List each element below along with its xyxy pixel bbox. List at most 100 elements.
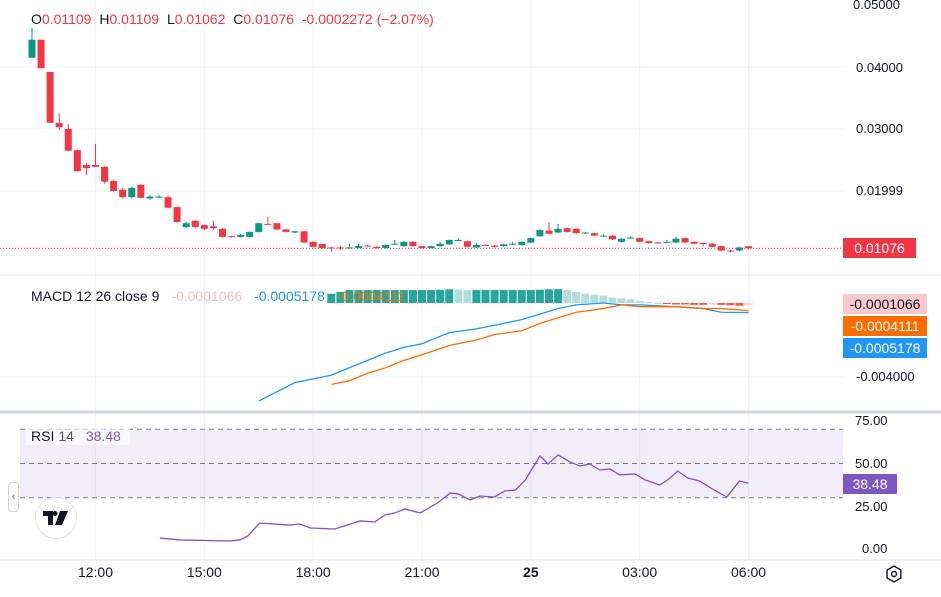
collapse-panel-button[interactable]: ‹ (8, 482, 19, 512)
tradingview-logo-icon (43, 511, 68, 525)
time-axis-label: 06:00 (730, 564, 767, 580)
candle-up (246, 231, 254, 237)
candle-up (427, 246, 435, 249)
candle-up (527, 238, 535, 243)
candle-down (482, 244, 489, 246)
candle-down (563, 228, 571, 232)
macd-histogram-bar (572, 291, 581, 303)
price-tick: 0.04000 (856, 60, 903, 75)
macd-line-axis-label: -0.0005178 (843, 338, 927, 358)
candle-down (708, 243, 716, 247)
macd-histogram-bar (535, 289, 544, 303)
candle-down (690, 241, 698, 244)
rsi-band (20, 429, 843, 498)
macd-histogram-bar (463, 290, 472, 303)
candle-down (73, 150, 81, 172)
macd-histogram-bar (372, 290, 381, 303)
rsi-tick: 75.00 (855, 413, 888, 428)
macd-histogram-bar (481, 290, 490, 303)
candle-up (237, 235, 245, 237)
candle-down (209, 226, 217, 229)
candle-up (291, 231, 299, 233)
macd-histogram-bar (671, 303, 680, 305)
macd-histogram-bar (635, 300, 644, 303)
macd-histogram-bar (554, 289, 563, 303)
settings-gear-icon[interactable] (884, 564, 904, 584)
rsi-value: 38.48 (85, 428, 121, 444)
macd-histogram-bar (626, 299, 635, 303)
candle-down (409, 241, 417, 247)
macd-hist-value: -0.0001066 (171, 288, 243, 304)
candle-up (663, 241, 671, 243)
macd-histogram-bar (644, 302, 653, 304)
candle-down (300, 231, 308, 243)
tradingview-logo[interactable] (35, 497, 77, 539)
candle-down (91, 164, 99, 167)
candle-down (264, 223, 272, 225)
macd-histogram-bar (744, 303, 753, 305)
candle-down (119, 189, 127, 198)
rsi-current-label: 38.48 (843, 474, 897, 494)
time-axis-label: 12:00 (77, 564, 114, 580)
candle-up (436, 243, 444, 247)
candle-down (46, 71, 54, 123)
candle-down (364, 245, 372, 247)
candle-down (200, 225, 208, 229)
macd-histogram-bar (490, 290, 499, 303)
candle-down (608, 235, 616, 240)
candle-up (355, 246, 363, 249)
rsi-tick: 50.00 (855, 456, 888, 471)
candle-up (581, 232, 589, 234)
macd-histogram-bar (427, 290, 436, 303)
candle-down (64, 129, 72, 151)
candle-down (191, 220, 199, 227)
macd-histogram-bar (363, 290, 372, 303)
high-label: H (99, 11, 110, 27)
candle-down (590, 233, 598, 236)
low-value: 0.01062 (174, 11, 226, 27)
rsi-length: 14 (58, 428, 74, 444)
macd-histogram-bar (508, 290, 517, 303)
price-tick: 0.01999 (856, 183, 903, 198)
macd-histogram-bar (617, 298, 626, 303)
macd-histogram-bar (445, 289, 454, 303)
macd-signal-line (331, 304, 749, 386)
macd-histogram-bar (590, 294, 599, 303)
macd-histogram-bar (354, 290, 363, 303)
candle-up (472, 244, 480, 248)
macd-histogram-bar (381, 290, 390, 303)
macd-line (258, 302, 749, 402)
macd-hist-axis-label: -0.0001066 (843, 294, 927, 314)
candle-down (37, 39, 45, 69)
candle-down (101, 166, 109, 182)
candle-up (445, 239, 453, 245)
macd-histogram-bar (399, 290, 408, 303)
macd-histogram-bar (517, 290, 526, 303)
candle-down (137, 184, 145, 198)
candle-down (373, 246, 381, 249)
candle-down (645, 241, 653, 244)
candle-up (128, 187, 136, 198)
candle-down (717, 246, 725, 251)
candle-up (182, 223, 190, 227)
macd-histogram-bar (599, 295, 608, 303)
macd-histogram-bar (336, 291, 345, 303)
candle-down (463, 241, 471, 247)
rsi-title: RSI (31, 428, 55, 444)
macd-histogram-bar (526, 290, 535, 303)
macd-tick: -0.004000 (856, 369, 915, 384)
rsi-legend[interactable]: RSI 14 38.48 (26, 427, 130, 445)
candle-up (599, 235, 607, 237)
candle-up (454, 239, 462, 241)
macd-histogram-bar (708, 303, 717, 305)
candle-down (681, 238, 689, 243)
candle-down (228, 236, 236, 238)
time-axis-label: 03:00 (622, 564, 658, 580)
macd-histogram-bar (735, 303, 744, 306)
macd-histogram-bar (454, 289, 463, 303)
low-label: L (166, 11, 175, 27)
macd-histogram-bar (608, 297, 617, 303)
macd-legend[interactable]: MACD 12 26 close 9 -0.0001066 -0.0005178… (31, 288, 410, 304)
candle-down (726, 250, 734, 252)
